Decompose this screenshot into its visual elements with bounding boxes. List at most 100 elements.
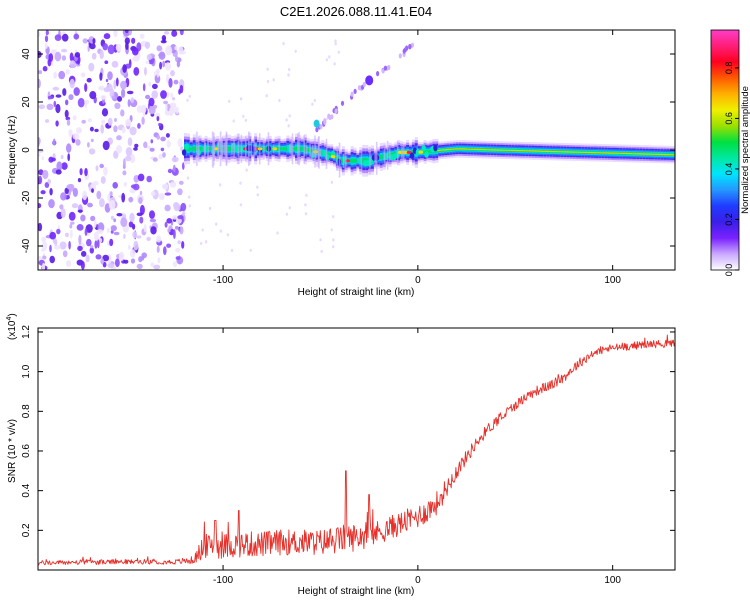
- noise-speckle: [182, 162, 185, 170]
- noise-speckle: [165, 102, 168, 113]
- ridge-fuzz: [204, 143, 206, 155]
- noise-speckle: [71, 203, 79, 209]
- noise-speckle: [41, 236, 47, 243]
- branch-dot: [398, 53, 402, 59]
- noise-speckle: [93, 232, 99, 241]
- faint-speckle: [334, 42, 337, 46]
- spectrogram-x-tick-label: -100: [213, 275, 233, 286]
- spectral-ridge: [181, 131, 675, 178]
- ridge-fuzz: [319, 148, 322, 157]
- noise-speckle: [158, 122, 162, 127]
- faint-speckle: [325, 58, 329, 62]
- noise-speckle: [97, 239, 100, 249]
- noise-speckle: [69, 78, 75, 89]
- snr-x-tick-label: 0: [415, 575, 421, 586]
- noise-speckle: [133, 240, 139, 251]
- noise-speckle: [99, 198, 105, 208]
- branch-dot: [323, 118, 327, 124]
- noise-speckle: [148, 81, 152, 87]
- noise-speckle: [46, 103, 54, 111]
- noise-speckle: [148, 97, 155, 107]
- ridge-blob: [322, 149, 327, 157]
- noise-speckle: [90, 215, 96, 222]
- noise-speckle: [72, 187, 78, 197]
- noise-speckle: [153, 264, 161, 270]
- noise-speckle: [102, 261, 107, 268]
- noise-speckle: [70, 229, 73, 239]
- noise-speckle: [74, 52, 81, 58]
- noise-speckle: [177, 138, 183, 148]
- noise-speckle: [67, 153, 70, 162]
- ridge-fuzz: [207, 140, 209, 157]
- noise-speckle: [156, 69, 160, 78]
- ridge-fuzz: [278, 141, 280, 157]
- noise-speckle: [152, 157, 158, 162]
- faint-speckle: [228, 99, 231, 103]
- noise-speckle: [156, 45, 163, 52]
- noise-speckle: [64, 109, 69, 118]
- ridge-fuzz: [240, 134, 243, 163]
- snr-y-tick-label: 0.4: [21, 483, 32, 497]
- ridge-blob: [409, 152, 415, 159]
- branch-dot: [405, 45, 409, 51]
- faint-speckle: [319, 238, 322, 242]
- noise-speckle: [38, 222, 43, 232]
- noise-speckle: [93, 219, 97, 228]
- noise-speckle: [129, 126, 137, 136]
- faint-speckle: [265, 94, 268, 98]
- noise-speckle: [107, 44, 115, 55]
- noise-speckle: [47, 95, 54, 100]
- ridge-slice: [303, 147, 307, 152]
- noise-speckle: [65, 99, 69, 106]
- snr-x-axis-label: Height of straight line (km): [298, 586, 415, 597]
- noise-speckle: [85, 224, 93, 233]
- spectrogram-ticks: -100 0 100 -40 -20 0 20 40: [21, 30, 675, 286]
- noise-speckle: [129, 249, 136, 258]
- ridge-fuzz: [396, 141, 399, 165]
- noise-speckle: [123, 259, 129, 264]
- spectrogram-x-tick-label: 0: [415, 275, 421, 286]
- ridge-fuzz: [314, 135, 316, 168]
- ridge-fuzz: [291, 133, 294, 165]
- noise-speckle: [138, 197, 143, 204]
- ridge-fuzz: [298, 132, 300, 166]
- noise-speckle: [77, 178, 82, 183]
- ridge-slice: [207, 147, 211, 151]
- noise-speckle: [82, 190, 88, 201]
- branch-dot: [408, 43, 412, 50]
- colorbar-tick-label: 0.6: [724, 112, 734, 125]
- faint-speckle: [287, 73, 290, 77]
- noise-speckle: [113, 218, 117, 223]
- noise-speckle: [91, 52, 97, 60]
- colorbar-tick-label: 0.4: [724, 163, 734, 176]
- ridge-fuzz: [312, 145, 314, 157]
- noise-speckle: [49, 188, 53, 196]
- noise-speckle: [157, 257, 161, 264]
- noise-speckle: [170, 70, 175, 77]
- colorbar-tick-label: 0.2: [724, 213, 734, 226]
- spectrogram-y-tick-label: -40: [21, 238, 32, 253]
- snr-ticks: -100 0 100 0.2 0.4 0.6 0.8 1.0 1.2: [21, 325, 675, 586]
- noise-speckle: [174, 226, 179, 230]
- ridge-slice: [426, 150, 430, 154]
- ridge-fuzz: [383, 144, 386, 168]
- noise-speckle: [54, 51, 62, 62]
- snr-scale-base: (x10: [7, 320, 18, 340]
- branch-dot: [357, 85, 361, 91]
- noise-speckle: [120, 80, 127, 90]
- noise-speckle: [99, 163, 104, 169]
- ridge-slice: [391, 152, 395, 156]
- noise-speckle: [87, 202, 93, 208]
- noise-speckle: [38, 136, 41, 146]
- branch-blob: [313, 119, 320, 128]
- noise-speckle: [171, 215, 178, 220]
- noise-speckle: [89, 126, 94, 132]
- noise-speckle: [42, 255, 47, 260]
- noise-speckle: [60, 192, 67, 201]
- ridge-slice: [227, 146, 231, 151]
- noise-speckle: [96, 229, 104, 235]
- noise-speckle: [94, 128, 99, 133]
- snr-y-tick-label: 0.8: [21, 404, 32, 418]
- ridge-slice: [353, 158, 357, 163]
- ridge-fuzz: [297, 133, 299, 165]
